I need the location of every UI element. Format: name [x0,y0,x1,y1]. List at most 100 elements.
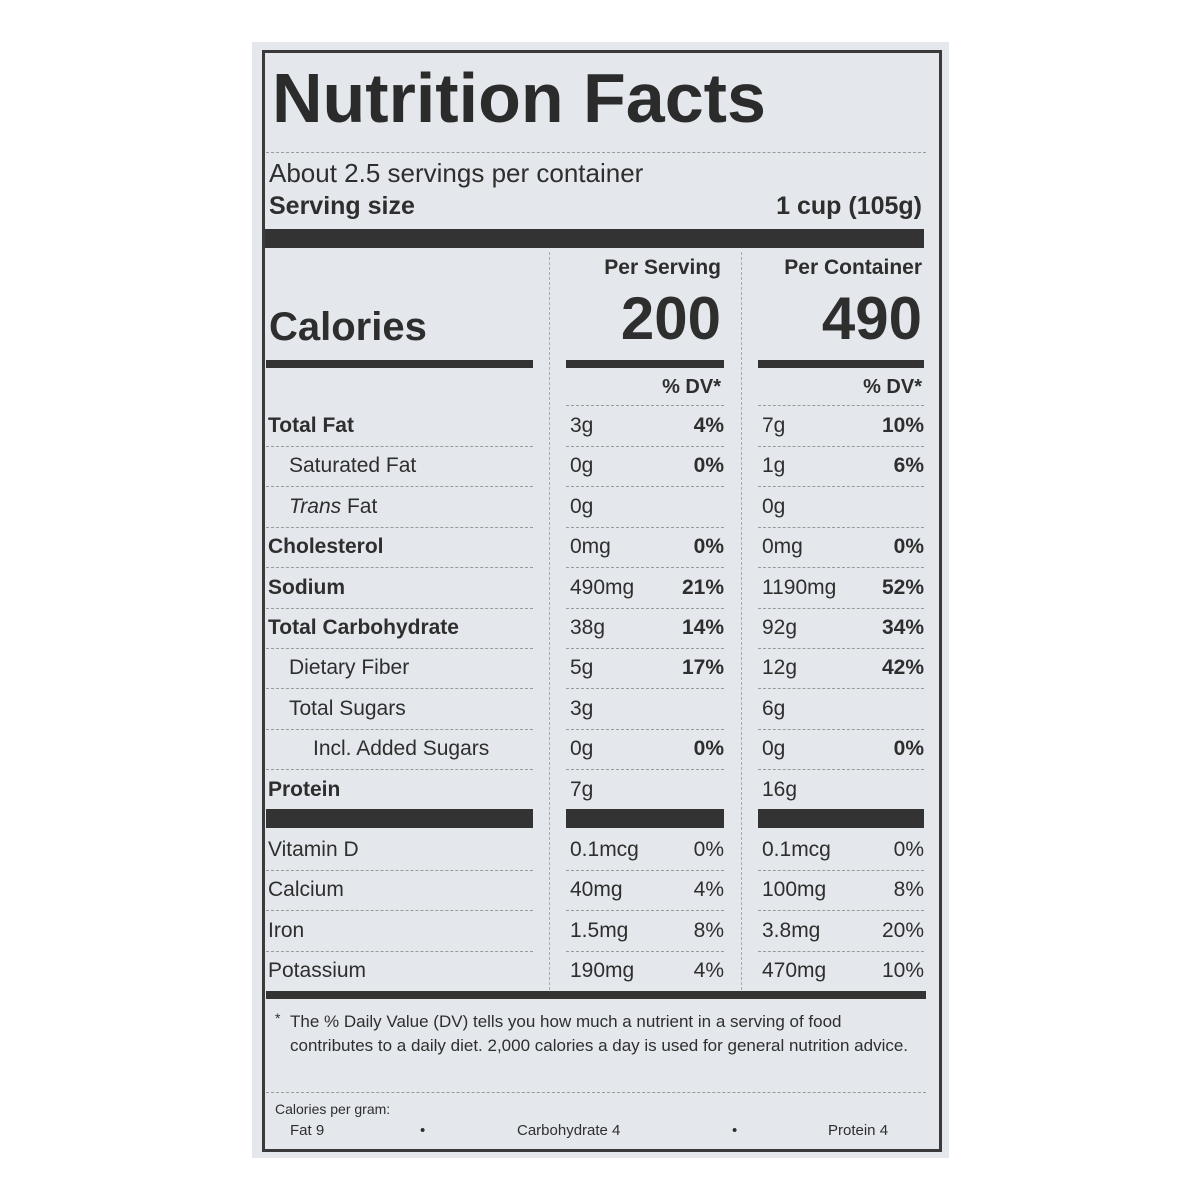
nutrient-name: Sodium [268,575,345,599]
serving-amount: 7g [570,777,594,801]
row-divider [266,769,533,771]
dv-header-container: % DV* [863,376,922,398]
divider [266,1092,926,1093]
row-divider [758,486,924,488]
row-divider [758,567,924,569]
row-divider [566,950,724,952]
serving-amount: 3g [570,696,594,720]
nutrient-name-italic: Trans [289,494,342,518]
row-divider [758,607,924,609]
serving-amount: 1.5mg [570,918,629,942]
row-divider [266,446,533,447]
row-divider [566,728,724,730]
table-row: Dietary Fiber 5g 17% 12g 42% [268,648,924,688]
row-divider [758,648,924,649]
serving-amount: 0.1mcg [570,838,639,861]
table-row: Trans Fat 0g 0g [268,487,924,527]
row-divider [758,950,924,952]
thick-divider [758,809,924,828]
serving-amount: 0g [570,454,594,478]
row-divider [758,910,924,912]
table-row: Total Sugars 3g 6g [268,689,924,729]
serving-amount: 490mg [570,575,635,599]
container-amount: 0g [762,494,786,518]
serving-dv: 0% [693,737,724,761]
footnote-text: The % Daily Value (DV) tells you how muc… [290,1012,909,1055]
nutrient-name: Vitamin D [268,838,359,861]
row-divider [266,526,533,528]
container-amount: 3.8mg [762,918,821,942]
thick-divider [566,809,724,828]
container-amount: 0mg [762,535,803,559]
nutrient-name: Dietary Fiber [289,656,410,680]
table-row: Iron 1.5mg 8% 3.8mg 20% [268,911,924,951]
row-divider [266,870,533,871]
container-amount: 100mg [762,878,827,902]
nutrient-name: Cholesterol [268,535,384,559]
row-divider [566,910,724,912]
serving-dv: 4% [693,414,724,437]
row-divider [566,607,724,609]
row-divider [266,950,533,952]
serving-size-value: 1 cup (105g) [776,192,922,220]
serving-dv: 21% [681,575,724,599]
row-divider [758,769,924,771]
container-dv: 10% [881,959,924,983]
medium-divider [266,991,926,999]
nutrient-name: Potassium [268,959,367,983]
container-amount: 0g [762,737,786,761]
container-amount: 7g [762,414,786,437]
label-background [252,42,949,1158]
thick-divider [266,809,533,828]
serving-amount: 190mg [570,959,635,983]
serving-amount: 38g [570,616,606,639]
container-dv: 10% [881,414,924,437]
container-amount: 470mg [762,959,827,983]
thick-divider [265,229,924,248]
medium-divider [566,360,724,368]
calories-per-gram-fat: Fat 9 [290,1122,325,1139]
row-divider [266,910,533,912]
table-row: Vitamin D 0.1mcg 0% 0.1mcg 0% [268,830,924,870]
serving-dv: 0% [693,838,724,861]
serving-dv: 0% [693,454,724,478]
column-divider [741,252,742,990]
calories-per-gram-label: Calories per gram: [275,1101,391,1117]
serving-amount: 3g [570,414,594,437]
calories-per-serving: 200 [620,285,721,352]
container-dv: 0% [893,535,924,559]
row-divider [566,526,724,528]
per-container-header: Per Container [784,256,922,279]
nutrient-name: Total Sugars [289,696,406,720]
calories-per-container: 490 [821,285,922,352]
table-row: Sodium 490mg 21% 1190mg 52% [268,568,924,608]
serving-size-label: Serving size [269,192,415,220]
row-divider [758,728,924,730]
row-divider [266,688,533,690]
container-amount: 16g [762,777,798,801]
nutrient-name: Incl. Added Sugars [313,737,490,761]
container-amount: 92g [762,616,798,639]
row-divider [566,567,724,569]
divider [266,152,926,153]
label-border [262,50,942,1152]
serving-amount: 5g [570,656,594,680]
serving-dv: 14% [681,616,724,639]
table-row: Calcium 40mg 4% 100mg 8% [268,870,924,910]
row-divider [266,607,533,609]
serving-amount: 0g [570,737,594,761]
nutrient-name: Calcium [268,878,344,902]
serving-amount: 0g [570,494,594,518]
serving-dv: 17% [681,656,724,680]
row-divider [266,728,533,730]
container-amount: 1190mg [762,575,837,599]
row-divider [758,405,924,406]
row-divider [566,486,724,488]
container-dv: 34% [881,616,924,639]
container-dv: 8% [893,878,924,902]
column-divider [549,252,550,990]
row-divider [566,405,724,406]
serving-dv: 8% [693,918,724,942]
separator-dot: • [420,1122,426,1139]
footnote-marker: * [275,1010,281,1026]
